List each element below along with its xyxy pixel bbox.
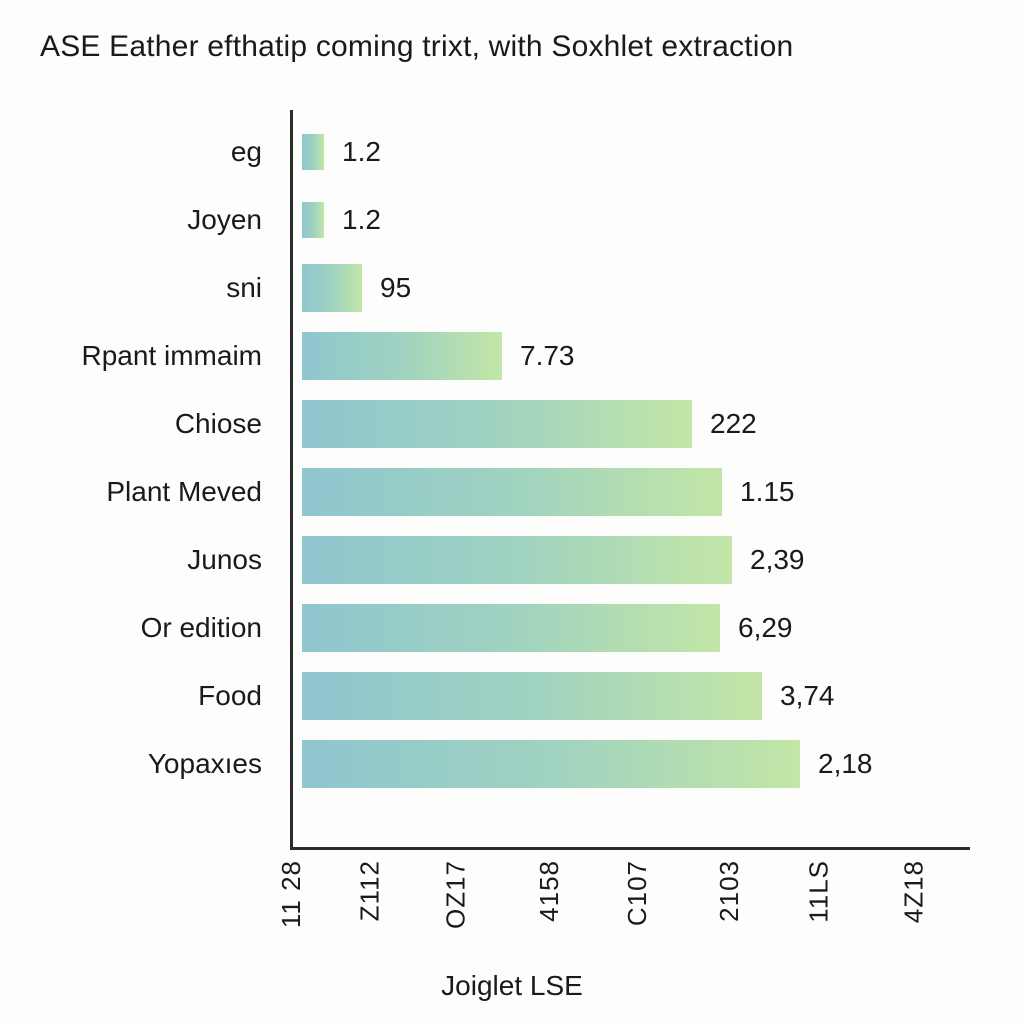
category-label: Or edition (141, 612, 290, 644)
value-label: 95 (362, 272, 411, 304)
plot-area: eg1.2 Joyen1.2 sni95 Rpant immaim7.73 Chiose… (290, 110, 960, 850)
bar-row: sni95 (290, 264, 411, 312)
category-label: Chiose (175, 408, 290, 440)
x-tick: 2103 (714, 860, 776, 891)
bar (302, 536, 732, 584)
x-tick: Z112 (354, 860, 415, 891)
bar-row: Plant Meved1.15 (290, 468, 795, 516)
bar (302, 672, 762, 720)
x-tick-label: 11LS (804, 860, 835, 923)
value-label: 2,18 (800, 748, 873, 780)
bar (302, 400, 692, 448)
bar-row: Or edition6,29 (290, 604, 793, 652)
chart-container: ASE Eather efthatip coming trixt, with S… (0, 0, 1024, 1024)
category-label: Joyen (187, 204, 290, 236)
bar-row: Junos2,39 (290, 536, 805, 584)
value-label: 1.2 (324, 204, 381, 236)
x-tick-label: OZ17 (440, 860, 471, 929)
category-label: Junos (187, 544, 290, 576)
x-tick: 4158 (534, 860, 596, 891)
bar (302, 264, 362, 312)
bar (302, 740, 800, 788)
bar-row: Joyen1.2 (290, 196, 381, 244)
x-axis-ticks: 11 28Z112OZ174158C107210311LS4Z18 (290, 860, 970, 950)
category-label: sni (226, 272, 290, 304)
value-label: 6,29 (720, 612, 793, 644)
value-label: 222 (692, 408, 757, 440)
x-tick-label: C107 (622, 860, 653, 926)
value-label: 1.2 (324, 136, 381, 168)
bar-row: Yopaxıes2,18 (290, 740, 873, 788)
x-tick-label: 4Z18 (898, 860, 929, 923)
x-tick-label: Z112 (354, 860, 385, 921)
x-axis-title: Joiglet LSE (0, 970, 1024, 1002)
category-label: Rpant immaim (82, 340, 290, 372)
category-label: Food (198, 680, 290, 712)
value-label: 7.73 (502, 340, 575, 372)
bar (302, 202, 324, 238)
chart-title: ASE Eather efthatip coming trixt, with S… (40, 30, 793, 64)
x-axis (290, 847, 970, 850)
x-tick: 11LS (804, 860, 867, 891)
x-tick-label: 4158 (534, 860, 565, 922)
category-label: eg (231, 136, 290, 168)
bar (302, 332, 502, 380)
bar-row: Food3,74 (290, 672, 835, 720)
x-tick: OZ17 (440, 860, 509, 891)
x-tick: 11 28 (276, 860, 344, 891)
x-tick-label: 2103 (714, 860, 745, 922)
bar-row: Chiose222 (290, 400, 757, 448)
value-label: 2,39 (732, 544, 805, 576)
category-label: Plant Meved (106, 476, 290, 508)
x-tick-label: 11 28 (276, 860, 307, 928)
value-label: 3,74 (762, 680, 835, 712)
bar-row: Rpant immaim7.73 (290, 332, 575, 380)
category-label: Yopaxıes (148, 748, 290, 780)
bar (302, 468, 722, 516)
bar (302, 604, 720, 652)
x-tick: 4Z18 (898, 860, 961, 891)
bar-row: eg1.2 (290, 128, 381, 176)
bar (302, 134, 324, 170)
value-label: 1.15 (722, 476, 795, 508)
x-tick: C107 (622, 860, 688, 891)
